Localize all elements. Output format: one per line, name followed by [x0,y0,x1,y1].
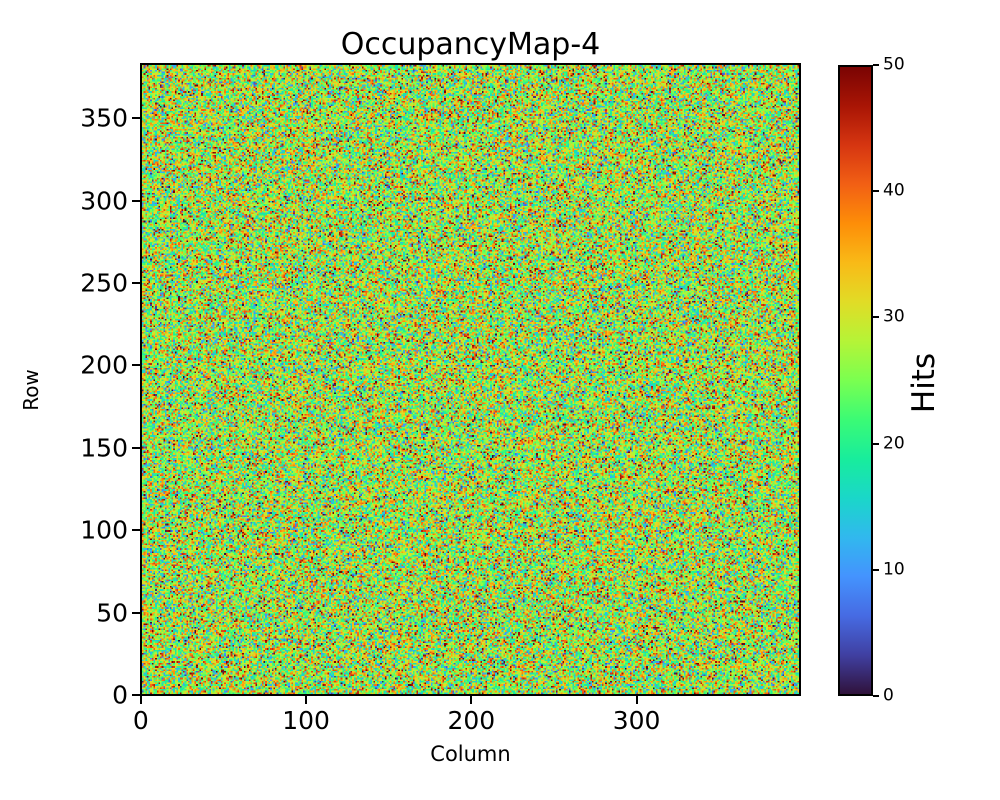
y-tick-mark [132,364,140,367]
colorbar-tick-label: 20 [883,433,905,454]
y-tick-mark [132,446,140,449]
colorbar-label: Hits [906,352,942,414]
y-tick-label: 300 [80,185,128,215]
x-tick-mark [635,696,638,704]
y-tick-label: 100 [80,515,128,545]
x-tick-label: 0 [132,706,149,735]
colorbar-tick-label: 10 [883,559,905,580]
x-tick-mark [305,696,308,704]
y-tick-label: 200 [80,350,128,380]
colorbar-tick-label: 40 [883,180,905,201]
heatmap-plot-area [140,63,801,696]
x-tick-label: 100 [282,706,330,735]
y-tick-label: 150 [80,433,128,463]
colorbar-tick-mark [873,695,879,697]
y-tick-mark [132,282,140,285]
y-tick-label: 50 [96,598,128,627]
x-tick-mark [139,696,142,704]
y-tick-mark [132,199,140,202]
colorbar-tick-mark [873,64,879,66]
colorbar-tick-mark [873,442,879,445]
y-tick-label: 350 [80,103,128,133]
colorbar-tick-label: 50 [883,54,905,75]
colorbar-tick-mark [873,568,879,571]
x-tick-label: 200 [447,706,496,735]
y-tick-mark [132,117,140,120]
y-tick-mark [132,529,140,532]
colorbar-tick-label: 30 [883,307,905,328]
colorbar-tick-mark [873,190,879,193]
x-tick-mark [470,696,473,704]
y-tick-label: 0 [112,680,128,710]
heatmap-image [142,65,799,694]
colorbar-tick-label: 0 [883,685,894,706]
y-tick-mark [132,611,140,614]
colorbar [838,65,873,696]
x-tick-label: 300 [612,706,661,735]
colorbar-tick-mark [873,316,879,319]
x-axis-label: Column [430,742,511,766]
y-tick-mark [132,694,140,697]
chart-title: OccupancyMap-4 [340,27,601,62]
y-axis-label: Row [19,369,43,411]
y-tick-label: 250 [80,268,128,298]
